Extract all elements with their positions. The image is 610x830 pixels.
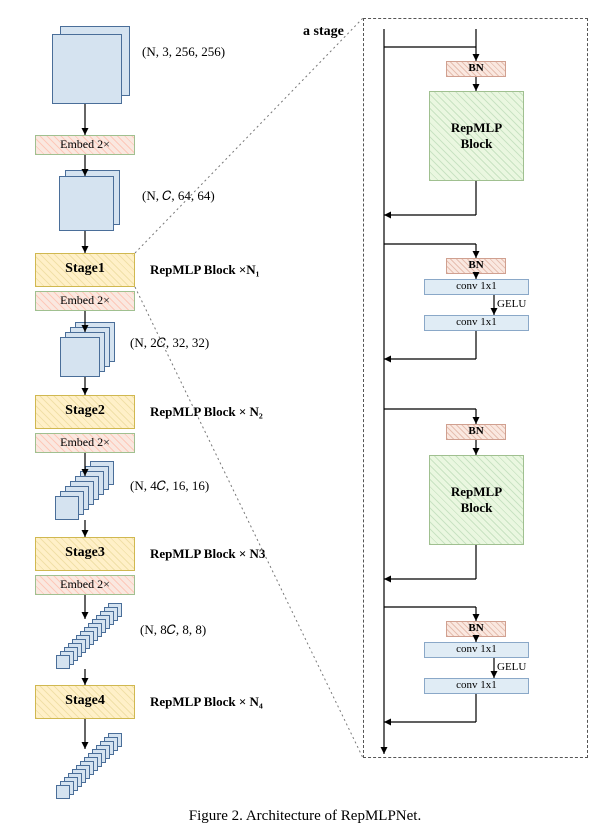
tensor-plate	[60, 337, 100, 377]
conv-label: conv 1x1	[456, 679, 497, 691]
gelu-label-2: GELU	[497, 298, 526, 310]
embed1-box: Embed 2×	[35, 135, 135, 155]
stage1-box: Stage1	[35, 253, 135, 287]
bn-label: BN	[468, 62, 483, 74]
bn-label: BN	[468, 425, 483, 437]
stage-detail-panel: BN RepMLP Block BN conv 1x1 GELU conv 1x…	[363, 18, 588, 758]
tensor5-label: (N, 8𝐶, 8, 8)	[140, 622, 206, 638]
tensor-plate	[52, 34, 122, 104]
stage-detail-title: a stage	[303, 24, 344, 40]
repmlp-block-3: RepMLP Block	[429, 455, 524, 545]
embed4-box: Embed 2×	[35, 575, 135, 595]
conv-label: conv 1x1	[456, 280, 497, 292]
stage3-rep-label: RepMLP Block × N3	[150, 546, 265, 562]
repmlpnet-architecture: (N, 3, 256, 256) Embed 2× (N, 𝐶, 64, 64)…	[0, 0, 610, 830]
tensor-plate	[56, 655, 70, 669]
stage1-label: Stage1	[65, 261, 105, 276]
bn-label: BN	[468, 259, 483, 271]
stage3-box: Stage3	[35, 537, 135, 571]
bn-box-4: BN	[446, 621, 506, 637]
embed3-box: Embed 2×	[35, 433, 135, 453]
bn-label: BN	[468, 622, 483, 634]
bn-box-2: BN	[446, 258, 506, 274]
conv-box-2b: conv 1x1	[424, 315, 529, 331]
stage2-box: Stage2	[35, 395, 135, 429]
embed2-label: Embed 2×	[60, 293, 110, 307]
embed4-label: Embed 2×	[60, 577, 110, 591]
repmlp-block-1: RepMLP Block	[429, 91, 524, 181]
stage4-label: Stage4	[65, 693, 105, 708]
figure-caption: Figure 2. Architecture of RepMLPNet.	[0, 808, 610, 825]
tensor-plate	[56, 785, 70, 799]
tensor-plate	[55, 496, 79, 520]
tensor2-label: (N, 𝐶, 64, 64)	[142, 188, 215, 204]
bn-box-1: BN	[446, 61, 506, 77]
tensor1-label: (N, 3, 256, 256)	[142, 44, 225, 60]
bn-box-3: BN	[446, 424, 506, 440]
conv-label: conv 1x1	[456, 316, 497, 328]
repmlp-label: RepMLP Block	[451, 484, 502, 516]
gelu-label-4: GELU	[497, 661, 526, 673]
tensor-plate	[59, 176, 114, 231]
stage4-rep-label: RepMLP Block × N₄	[150, 694, 263, 710]
conv-label: conv 1x1	[456, 643, 497, 655]
embed1-label: Embed 2×	[60, 137, 110, 151]
conv-box-4a: conv 1x1	[424, 642, 529, 658]
tensor4-label: (N, 4𝐶, 16, 16)	[130, 478, 209, 494]
stage1-rep-label: RepMLP Block ×N₁	[150, 262, 260, 278]
stage2-rep-label: RepMLP Block × N₂	[150, 404, 263, 420]
embed3-label: Embed 2×	[60, 435, 110, 449]
conv-box-2a: conv 1x1	[424, 279, 529, 295]
stage3-label: Stage3	[65, 545, 105, 560]
tensor3-label: (N, 2𝐶, 32, 32)	[130, 335, 209, 351]
embed2-box: Embed 2×	[35, 291, 135, 311]
stage2-label: Stage2	[65, 403, 105, 418]
conv-box-4b: conv 1x1	[424, 678, 529, 694]
repmlp-label: RepMLP Block	[451, 120, 502, 152]
stage4-box: Stage4	[35, 685, 135, 719]
